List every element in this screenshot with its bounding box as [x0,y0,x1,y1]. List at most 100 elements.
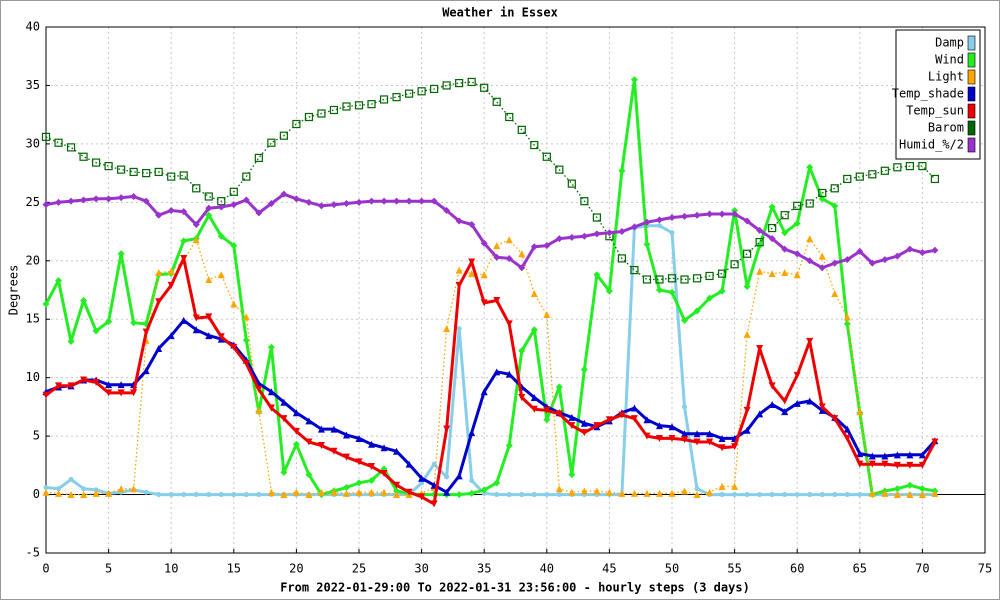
marker [368,463,376,471]
marker [230,300,238,308]
marker [505,441,513,449]
marker [155,298,163,306]
marker [456,326,462,332]
marker [630,415,638,423]
marker [530,140,539,150]
x-tick-label: 55 [727,562,741,576]
legend-swatch [967,35,976,51]
marker [355,198,363,206]
marker [780,211,789,220]
marker [630,76,638,84]
marker [743,406,751,414]
marker [617,254,627,263]
marker [368,477,376,485]
series [42,190,939,272]
marker [105,195,113,203]
marker [893,252,901,260]
marker [931,489,939,497]
marker [167,207,175,215]
marker [643,218,651,226]
marker [80,376,88,384]
marker [818,264,826,272]
marker [906,245,914,253]
legend-label: Temp_shade [892,87,964,101]
marker [493,253,501,261]
marker [881,452,889,460]
legend-label: Wind [935,53,964,67]
marker [317,109,326,118]
marker [305,417,313,425]
marker [267,200,275,208]
marker [655,489,663,497]
marker [42,300,50,308]
marker [443,325,451,333]
marker [555,235,563,243]
marker [832,492,838,498]
marker [605,488,613,496]
marker [568,488,576,496]
marker [519,492,525,498]
marker [893,451,901,459]
marker [580,429,588,437]
marker [831,259,839,267]
marker [605,229,613,237]
marker [718,482,726,490]
marker [781,397,789,405]
marker [593,271,601,279]
marker [768,270,776,278]
marker [505,320,513,328]
marker [480,299,488,307]
marker [342,484,350,492]
marker [881,489,889,497]
marker [192,326,200,334]
marker [305,438,313,446]
marker [518,347,526,355]
marker [292,195,300,203]
marker [231,492,237,498]
marker [55,382,63,390]
marker [155,344,163,352]
marker [242,172,251,181]
marker [42,201,50,209]
marker [856,450,864,458]
marker [769,492,775,498]
marker [706,210,714,218]
marker [906,491,914,499]
marker [918,485,926,493]
marker [868,489,876,497]
marker [154,167,163,177]
marker [542,152,551,161]
marker [793,271,801,279]
marker [42,488,50,496]
marker [455,491,463,499]
marker [167,332,175,340]
marker [781,408,789,416]
marker [806,257,814,265]
marker [242,360,250,368]
marker [881,460,889,468]
marker [418,474,426,482]
marker [918,161,927,171]
marker [93,487,99,493]
marker [442,81,451,90]
marker [681,430,689,438]
marker [130,192,138,200]
marker [743,330,751,338]
marker [618,411,626,419]
marker [655,286,663,294]
marker [392,93,401,102]
marker [254,153,263,163]
marker [342,453,350,461]
marker [731,443,739,451]
x-tick-label: 0 [42,562,49,576]
marker [793,399,801,407]
y-tick-label: 40 [26,20,40,34]
marker [593,487,601,495]
marker [117,250,125,258]
marker [743,282,751,290]
marker [630,404,638,412]
marker [531,492,537,498]
marker [455,266,463,274]
marker [643,432,651,440]
marker [530,394,538,402]
